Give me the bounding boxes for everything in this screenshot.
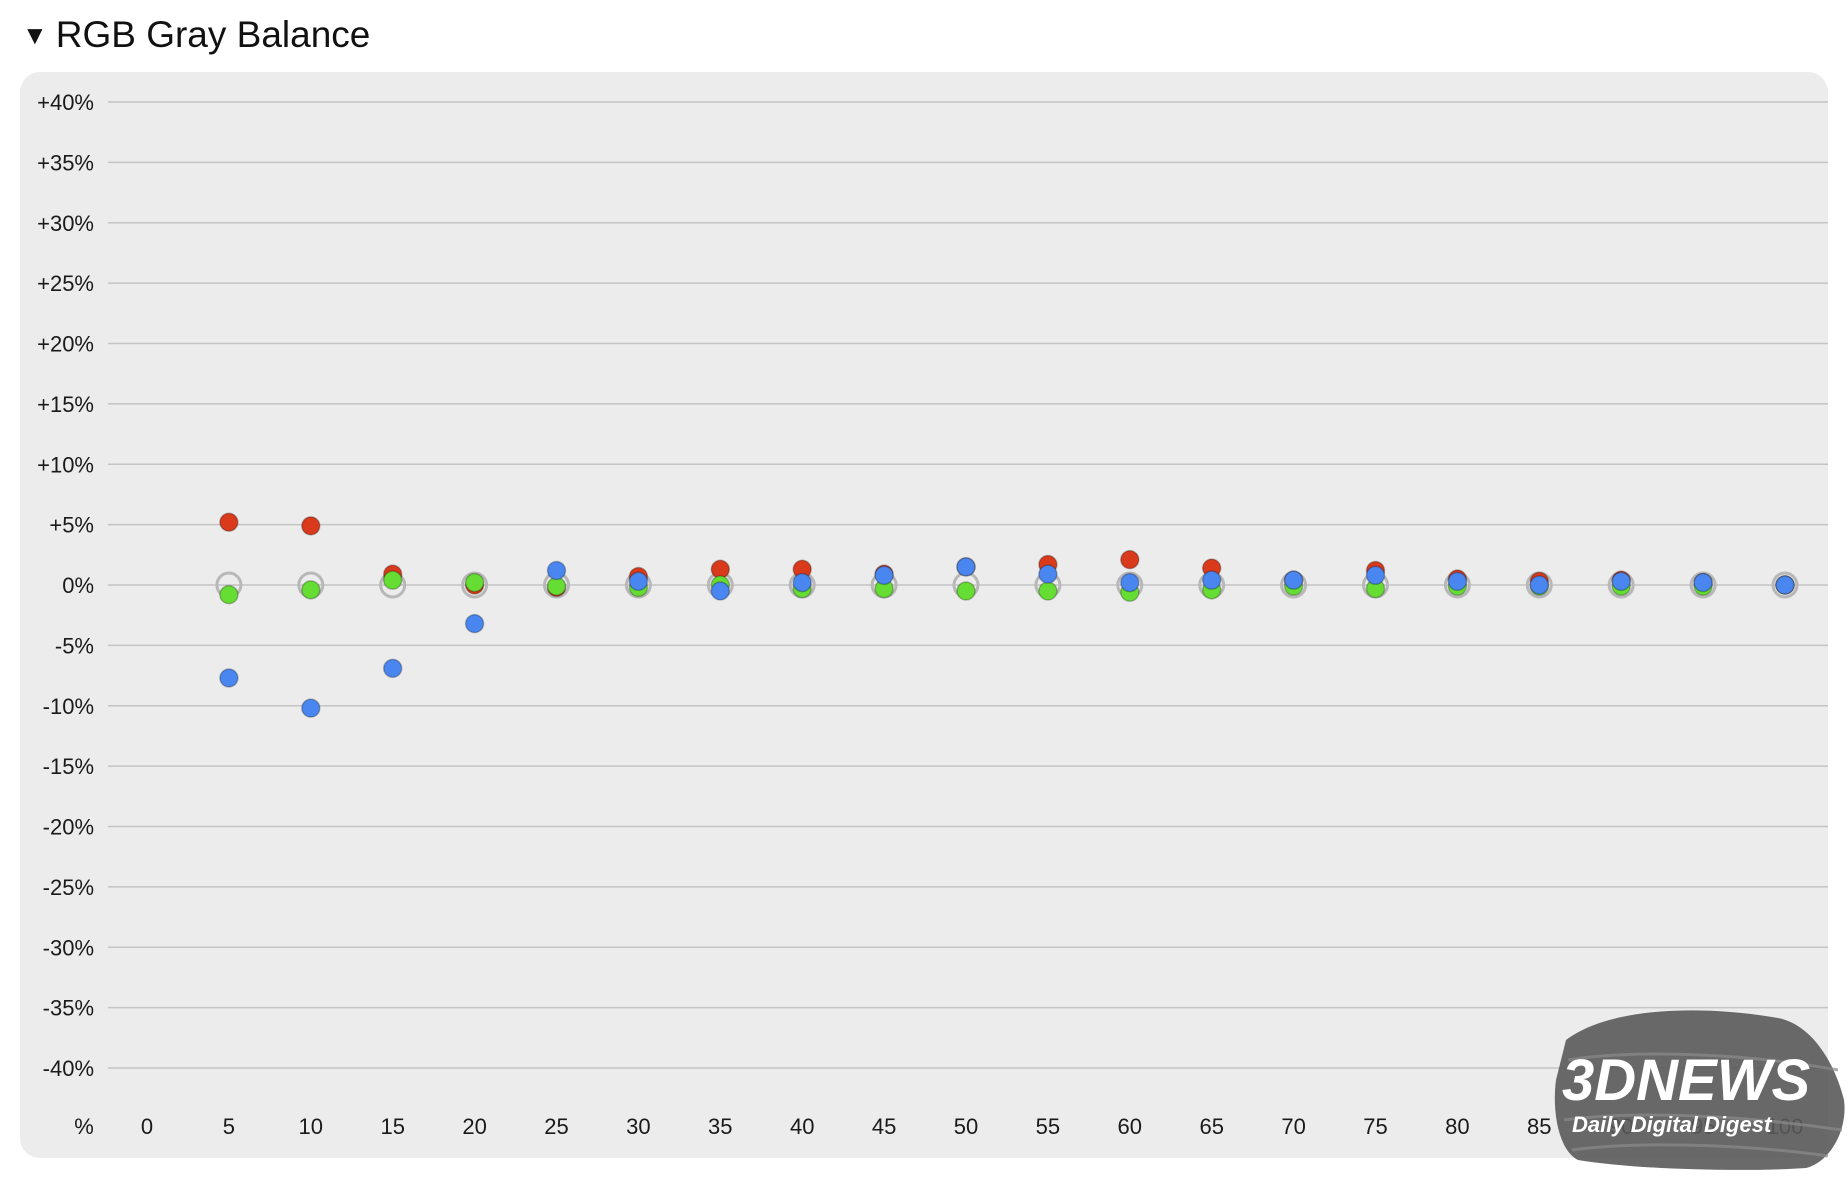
data-point-blue [710,581,731,601]
data-point-blue [1365,565,1386,586]
data-point-blue [1529,575,1550,595]
section-header-toggle[interactable]: ▼ RGB Gray Balance [22,10,370,60]
data-point-blue [382,658,403,679]
target-ring [461,571,489,599]
x-tick-label: 70 [1281,1114,1305,1139]
data-point-blue [628,571,649,592]
data-point-red [301,516,321,536]
data-point-blue [874,565,894,586]
x-tick-label: 20 [462,1114,486,1139]
y-tick-label: +10% [37,452,94,477]
y-tick-label: +25% [37,271,94,296]
data-point-green [301,580,321,600]
data-point-blue [219,668,239,688]
x-tick-label: 50 [954,1114,978,1139]
watermark-tagline: Daily Digital Digest [1572,1112,1773,1137]
y-tick-label: -40% [43,1056,94,1081]
section-title: RGB Gray Balance [55,14,371,55]
data-point-blue [301,698,321,718]
x-axis-ticks: %051015202530354045505560657075808590951… [74,1114,1803,1139]
3dnews-watermark-logo: 3DNEWS Daily Digital Digest [1554,1010,1845,1170]
target-ring [1689,571,1717,599]
x-tick-label: 25 [544,1114,568,1139]
x-unit-label: % [74,1114,94,1139]
data-point-blue [464,613,485,634]
x-tick-label: 65 [1199,1114,1223,1139]
data-point-green [1038,581,1058,601]
x-tick-label: 75 [1363,1114,1387,1139]
data-point-green [956,581,976,601]
data-point-blue [1775,575,1795,595]
data-point-blue [1611,571,1631,592]
target-ring [1771,571,1799,599]
data-point-green [219,584,239,605]
x-tick-label: 45 [872,1114,896,1139]
y-tick-label: +40% [37,90,94,115]
series-red [219,512,1795,598]
x-tick-label: 15 [380,1114,404,1139]
y-tick-label: -5% [55,633,94,658]
y-axis-ticks: +40% +35% +30% +25% +20% +15% +10% +5% 0% -5% -10%… [37,90,94,1081]
data-point-blue [546,560,567,581]
y-tick-label: +20% [37,332,94,357]
x-tick-label: 40 [790,1114,814,1139]
x-tick-label: 85 [1527,1114,1551,1139]
x-tick-label: 0 [141,1114,153,1139]
chart-panel [20,72,1828,1158]
data-point-red [1120,549,1140,570]
series-green [219,570,1795,605]
data-point-blue [1201,570,1222,590]
watermark-brand: 3DNEWS [1562,1048,1810,1113]
y-tick-label: -25% [43,875,94,900]
y-tick-label: -30% [43,935,94,960]
data-point-blue [1038,564,1058,584]
data-point-blue [1120,572,1140,593]
y-tick-label: -20% [43,815,94,840]
y-tick-label: -15% [43,754,94,779]
x-tick-label: 55 [1036,1114,1060,1139]
x-tick-label: 5 [223,1114,235,1139]
x-tick-label: 60 [1118,1114,1142,1139]
data-series [219,512,1795,718]
data-point-blue [1447,571,1468,592]
data-point-blue [1693,572,1713,593]
data-point-red [219,512,239,532]
y-tick-label: -35% [43,996,94,1021]
x-tick-label: 80 [1445,1114,1469,1139]
y-tick-label: 0% [62,573,94,598]
data-point-blue [1283,570,1304,590]
y-tick-label: +30% [37,211,94,236]
data-point-green [382,570,403,590]
disclosure-triangle-icon[interactable]: ▼ [22,20,48,50]
data-point-green [464,572,485,593]
data-point-blue [956,557,976,577]
y-tick-label: +5% [49,513,94,538]
x-tick-label: 30 [626,1114,650,1139]
x-tick-label: 10 [299,1114,323,1139]
y-tick-label: +15% [37,392,94,417]
y-tick-label: -10% [43,694,94,719]
x-tick-label: 35 [708,1114,732,1139]
series-blue [219,557,1795,718]
y-tick-label: +35% [37,150,94,175]
data-point-blue [792,572,812,593]
